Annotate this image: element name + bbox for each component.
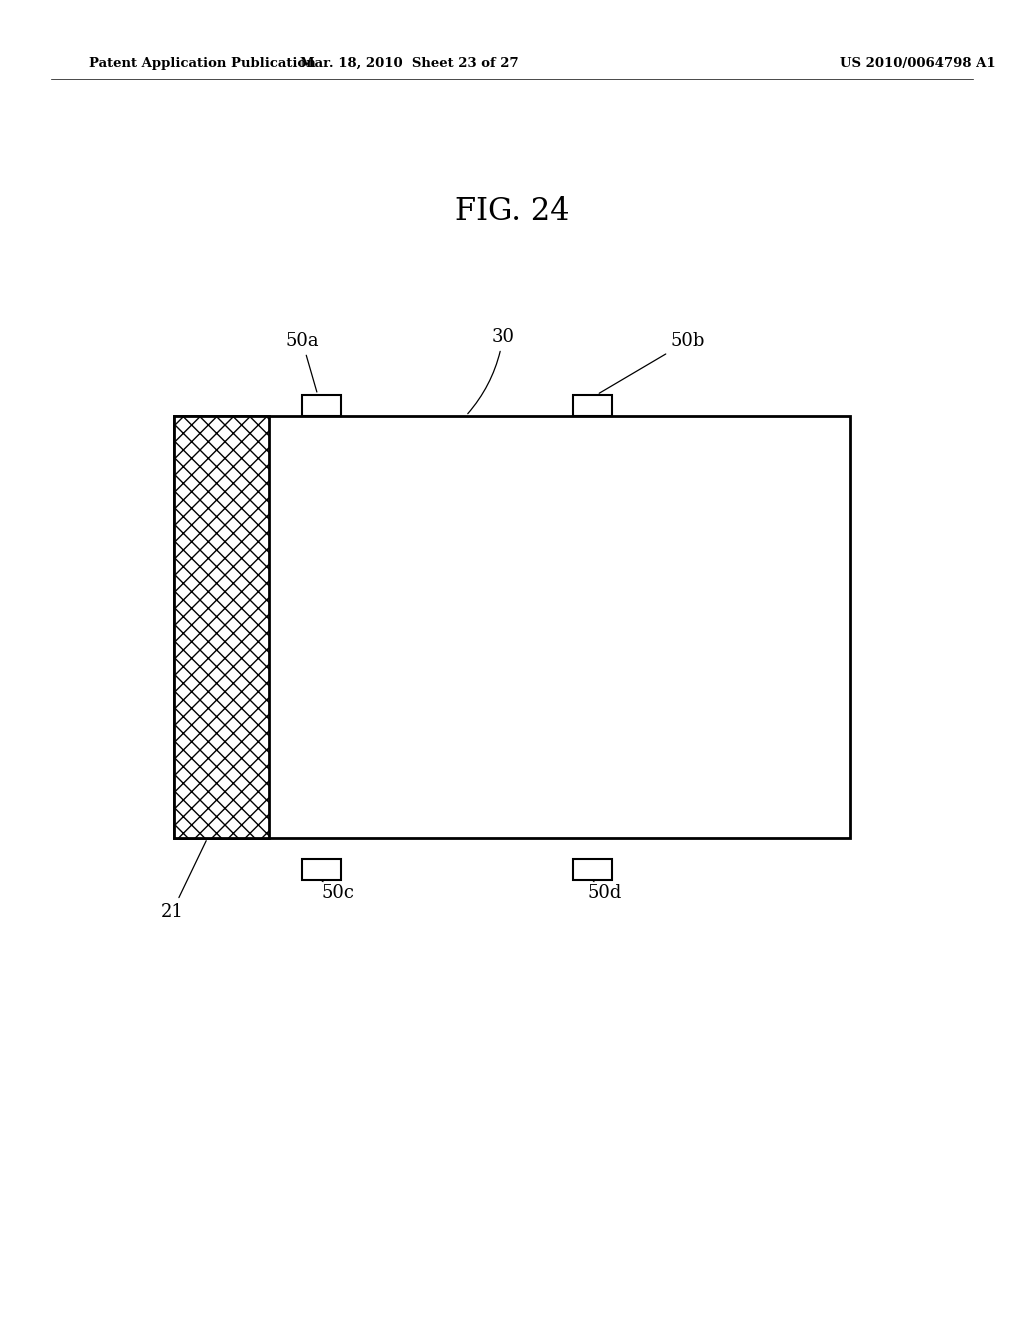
Text: Mar. 18, 2010  Sheet 23 of 27: Mar. 18, 2010 Sheet 23 of 27 [300,57,519,70]
Bar [573,395,612,416]
Bar [573,859,612,880]
Text: 50c: 50c [322,880,354,903]
Text: 50d: 50d [588,880,623,903]
Text: 50b: 50b [599,331,706,393]
Text: 30: 30 [468,327,514,413]
Text: Patent Application Publication: Patent Application Publication [89,57,315,70]
Bar [302,859,341,880]
Bar [302,395,341,416]
Text: FIG. 24: FIG. 24 [455,195,569,227]
Text: 21: 21 [161,841,206,921]
Text: 50a: 50a [286,331,318,392]
Bar [174,416,850,838]
Bar [174,416,269,838]
Text: US 2010/0064798 A1: US 2010/0064798 A1 [840,57,995,70]
